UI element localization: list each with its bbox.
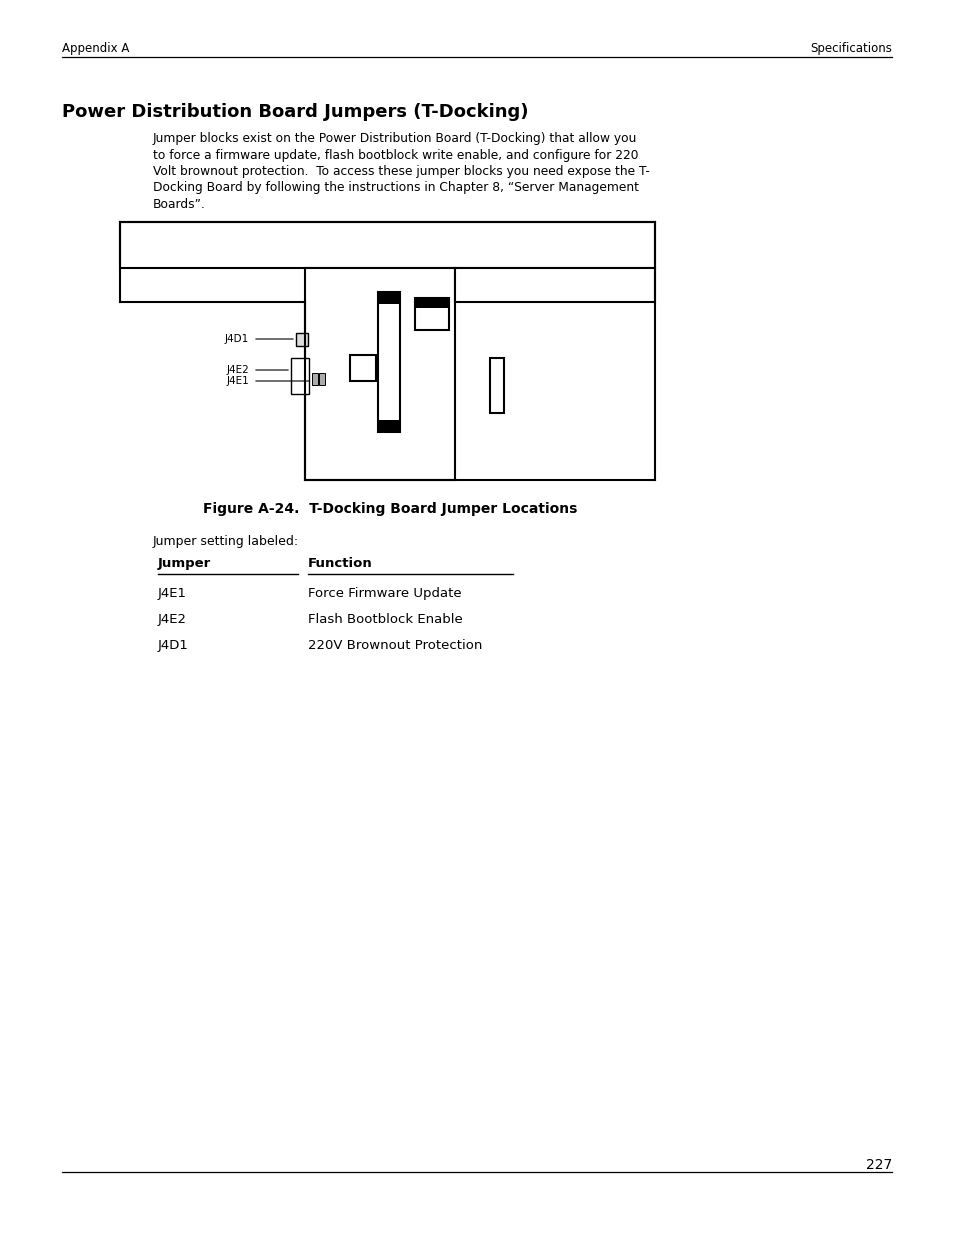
- Bar: [291, 358, 309, 394]
- Bar: [305, 268, 455, 480]
- Text: J4E1: J4E1: [158, 587, 187, 600]
- Text: Specifications: Specifications: [809, 42, 891, 56]
- Text: Jumper setting labeled:: Jumper setting labeled:: [152, 535, 299, 548]
- Bar: [415, 298, 449, 308]
- Bar: [120, 222, 655, 268]
- Text: Function: Function: [308, 557, 373, 571]
- Bar: [415, 298, 449, 330]
- Text: 227: 227: [864, 1158, 891, 1172]
- Text: Boards”.: Boards”.: [152, 198, 206, 211]
- Text: J4E1: J4E1: [226, 375, 249, 387]
- Bar: [455, 268, 655, 303]
- Text: J4E2: J4E2: [158, 613, 187, 626]
- Text: Figure A-24.  T-Docking Board Jumper Locations: Figure A-24. T-Docking Board Jumper Loca…: [203, 501, 577, 516]
- Text: 220V Brownout Protection: 220V Brownout Protection: [308, 638, 482, 652]
- Text: Power Distribution Board Jumpers (T-Docking): Power Distribution Board Jumpers (T-Dock…: [62, 103, 528, 121]
- Text: to force a firmware update, flash bootblock write enable, and configure for 220: to force a firmware update, flash bootbl…: [152, 148, 638, 162]
- Text: Docking Board by following the instructions in Chapter 8, “Server Management: Docking Board by following the instructi…: [152, 182, 639, 194]
- Bar: [490, 358, 503, 412]
- Bar: [377, 420, 399, 432]
- Bar: [350, 354, 375, 382]
- Text: Appendix A: Appendix A: [62, 42, 130, 56]
- Bar: [377, 291, 399, 304]
- Text: Flash Bootblock Enable: Flash Bootblock Enable: [308, 613, 462, 626]
- Bar: [295, 333, 308, 346]
- Text: J4D1: J4D1: [158, 638, 189, 652]
- Text: Force Firmware Update: Force Firmware Update: [308, 587, 461, 600]
- Text: J4D1: J4D1: [225, 333, 249, 345]
- Bar: [318, 373, 325, 385]
- Text: Jumper: Jumper: [158, 557, 211, 571]
- Text: Volt brownout protection.  To access these jumper blocks you need expose the T-: Volt brownout protection. To access thes…: [152, 165, 649, 178]
- Text: Jumper blocks exist on the Power Distribution Board (T-Docking) that allow you: Jumper blocks exist on the Power Distrib…: [152, 132, 637, 144]
- Text: J4E2: J4E2: [226, 366, 249, 375]
- Bar: [312, 373, 317, 385]
- Bar: [377, 291, 399, 432]
